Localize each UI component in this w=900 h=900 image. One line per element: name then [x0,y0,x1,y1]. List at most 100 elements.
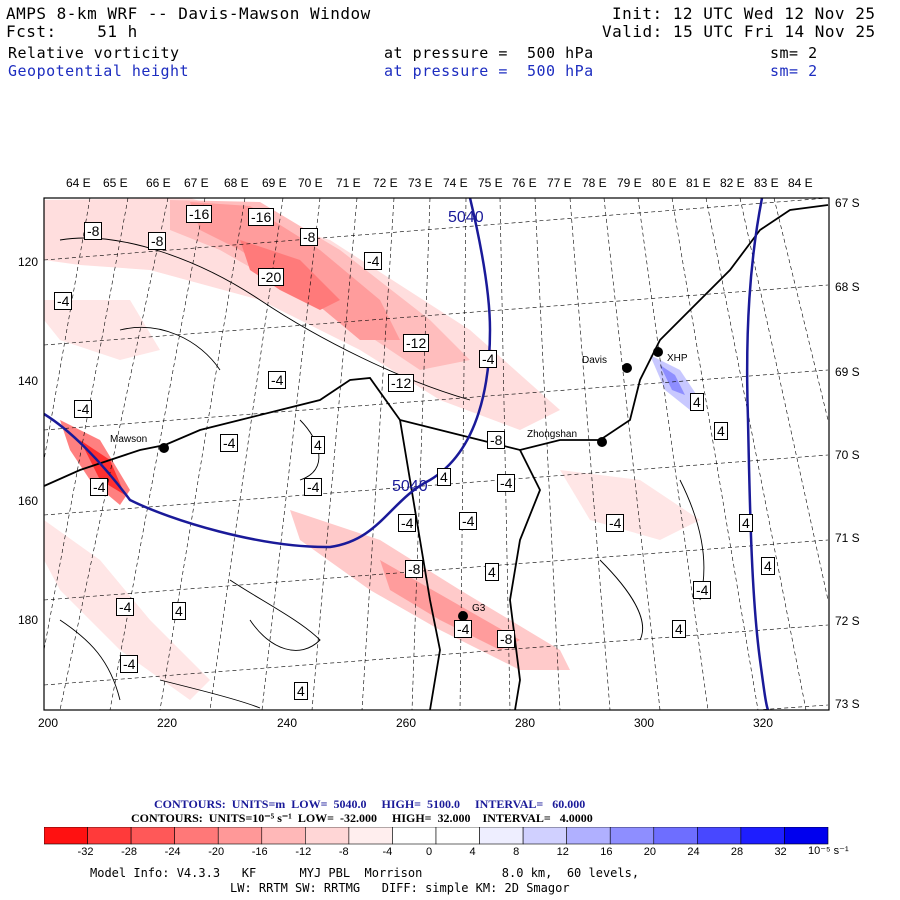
lon-label: 76 E [512,176,537,190]
colorbar-swatch [87,827,132,845]
colorbar-tick-label: -20 [208,846,225,858]
vorticity-label: -8 [300,228,319,246]
lat-label: 67 S [835,196,860,210]
vorticity-label: -16 [186,205,213,223]
station-label-mawson: Mawson [110,434,148,445]
colorbar-swatch [479,827,524,845]
vorticity-label: -4 [693,581,712,599]
colorbar-tick-label: -4 [382,846,393,858]
geopotential-contour [44,198,770,710]
vorticity-label: -12 [388,374,415,392]
colorbar-tick-label: 24 [687,846,700,858]
vorticity-label: -4 [398,514,417,532]
lon-label: 70 E [298,176,323,190]
vorticity-label: 4 [485,563,499,581]
lon-label: 82 E [720,176,745,190]
lat-label: 69 S [835,365,860,379]
lon-label: 77 E [547,176,572,190]
y-tick: 160 [17,494,38,508]
lat-label: 73 S [835,697,860,711]
colorbar-swatch [130,827,175,845]
lon-label: 68 E [224,176,249,190]
colorbar-tick-label: 20 [643,846,657,858]
vorticity-label: -4 [120,655,139,673]
lon-label: 67 E [184,176,209,190]
lon-label: 84 E [788,176,813,190]
lon-label: 71 E [336,176,361,190]
vorticity-label: -4 [304,478,323,496]
colorbar-tick-label: -32 [77,846,94,858]
vorticity-label: 4 [690,393,704,411]
vorticity-label: -4 [74,400,93,418]
station-label-davis: Davis [582,355,608,366]
vorticity-label: -20 [258,268,285,286]
colorbar-swatch [174,827,219,845]
field1-smoothing: sm= 2 [770,44,818,62]
lat-label: 70 S [835,448,860,462]
colorbar-tick-label: -28 [121,846,138,858]
lon-label: 74 E [443,176,468,190]
lon-label: 75 E [478,176,503,190]
vorticity-label: -4 [459,512,478,530]
lon-label: 69 E [262,176,287,190]
vorticity-label: 4 [172,602,186,620]
vorticity-label: -4 [268,371,287,389]
lon-label: 64 E [66,176,91,190]
x-tick: 300 [634,716,655,730]
x-tick: 200 [38,716,59,730]
colorbar-swatch [566,827,611,845]
geopotential-contour-info: CONTOURS: UNITS=m LOW= 5040.0 HIGH= 5100… [154,797,586,811]
lon-label: 80 E [652,176,677,190]
x-tick: 320 [753,716,774,730]
lon-label: 79 E [617,176,642,190]
vorticity-label: 4 [714,422,728,440]
vorticity-label: 4 [294,682,308,700]
vorticity-label: -4 [364,252,383,270]
colorbar-tick-label: -8 [338,846,349,858]
vorticity-label: -4 [606,514,625,532]
colorbar-swatch [261,827,306,845]
y-tick: 120 [17,255,38,269]
colorbar-swatch [740,827,785,845]
field2-name: Geopotential height [8,62,190,80]
lon-label: 81 E [686,176,711,190]
vorticity-label: -4 [454,620,473,638]
colorbar-swatch [305,827,350,845]
vorticity-label: 4 [311,436,325,454]
colorbar-swatch [697,827,742,845]
lat-label: 68 S [835,280,860,294]
y-tick: 140 [17,374,38,388]
colorbar-tick-label: 28 [730,846,744,858]
height-contour-label: 5040 [392,478,428,495]
vorticity-label: -4 [90,478,109,496]
field2-level: at pressure = 500 hPa [384,62,594,80]
lon-label: 83 E [754,176,779,190]
colorbar-swatch [44,827,88,845]
vorticity-label: -16 [248,208,275,226]
height-contour-label: 5040 [448,209,484,226]
station-label-zhongshan: Zhongshan [527,429,578,440]
vorticity-label: -8 [405,560,424,578]
lon-label: 73 E [408,176,433,190]
vorticity-label: 4 [761,557,775,575]
colorbar-swatch [784,827,829,845]
vorticity-shading [44,198,829,710]
valid-time: Valid: 15 UTC Fri 14 Nov 25 [602,22,876,41]
vorticity-label: -4 [116,598,135,616]
x-tick: 280 [515,716,536,730]
vorticity-label: -8 [487,431,506,449]
station-label-xhp: XHP [667,353,688,364]
field2-smoothing: sm= 2 [770,62,818,80]
colorbar-swatch [348,827,393,845]
colorbar-swatch [653,827,698,845]
colorbar-tick-label: 0 [426,846,433,858]
colorbar-swatch [609,827,655,845]
colorbar [44,827,829,845]
vorticity-label: -8 [148,232,167,250]
x-tick: 240 [277,716,298,730]
x-tick: 220 [157,716,178,730]
colorbar-swatch [435,827,480,845]
colorbar-tick-label: 8 [513,846,520,858]
colorbar-tick-label: 4 [469,846,476,858]
physics-info-line: LW: RRTM SW: RRTMG DIFF: simple KM: 2D S… [230,881,570,895]
